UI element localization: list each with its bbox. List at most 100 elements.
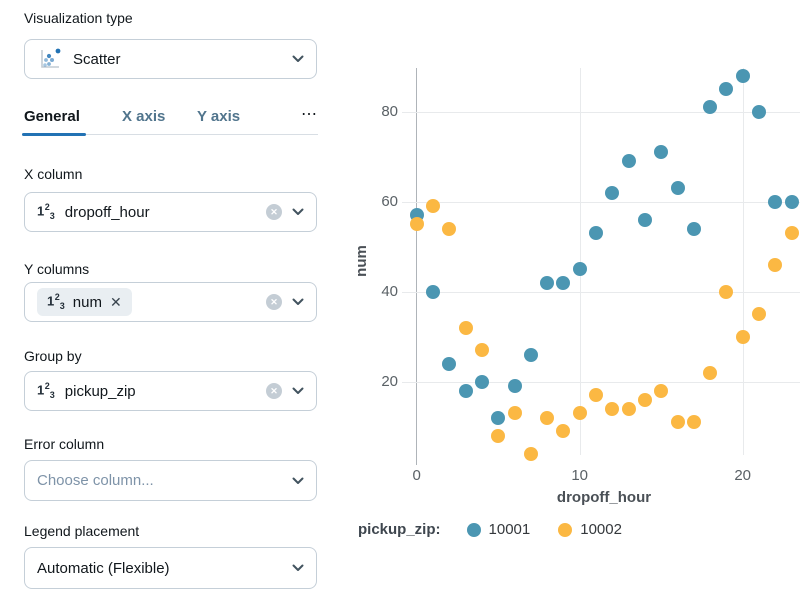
legend-marker-dot [558,522,573,537]
data-point [523,347,538,362]
data-point [703,100,718,115]
x-axis-title: dropoff_hour [556,489,652,506]
gridline-y [402,381,800,383]
data-point [442,221,457,236]
data-point [670,181,685,196]
tab-overflow-fade [256,103,290,131]
chevron-down-icon [292,208,304,216]
data-point [735,329,750,344]
x-column-value: dropoff_hour [64,203,150,221]
error-column-select[interactable]: Choose column... [24,460,317,501]
data-point [735,68,750,83]
data-point [540,275,555,290]
group-by-label: Group by [24,348,82,364]
data-point [572,262,587,277]
gridline-y [402,111,800,113]
data-point [686,221,701,236]
error-column-label: Error column [24,436,105,452]
y-columns-select[interactable]: 123 num ✕ ✕ [24,282,317,322]
gridline-x [579,68,581,455]
data-point [768,194,783,209]
data-point [703,365,718,380]
y-axis-line [416,68,417,465]
error-column-placeholder: Choose column... [37,472,154,489]
group-by-value: pickup_zip [64,382,136,400]
chevron-down-icon [292,477,304,485]
legend-entry-label: 10002 [580,521,622,538]
data-point [458,320,473,335]
data-point [474,374,489,389]
data-point [426,284,440,299]
data-point [442,356,457,371]
x-column-select[interactable]: 123 dropoff_hour ✕ [24,192,317,232]
legend-placement-value: Automatic (Flexible) [37,559,170,577]
tab-general[interactable]: General [24,108,80,125]
legend-title: pickup_zip: [358,521,441,538]
data-point [556,275,571,290]
chevron-down-icon [292,298,304,306]
clear-icon[interactable]: ✕ [266,294,282,310]
tab-y-axis[interactable]: Y axis [197,108,241,125]
gridline-y [402,291,800,293]
clear-icon[interactable]: ✕ [266,204,282,220]
legend-entry[interactable]: 10001 [466,521,531,538]
data-point [670,415,685,430]
data-point [589,226,603,241]
x-tick-label: 0 [412,467,421,484]
data-point [540,410,555,425]
active-tab-underline [22,133,86,136]
data-point [719,82,734,97]
viz-type-label: Visualization type [24,10,133,26]
numeric-column-icon: 123 [37,202,55,221]
viz-type-value: Scatter [73,50,121,68]
chevron-down-icon [292,564,304,572]
data-point [507,406,522,421]
x-tick-label: 20 [734,467,752,484]
data-point [621,154,636,169]
scatter-icon [37,46,63,72]
data-point [409,217,424,232]
data-point [474,343,489,358]
numeric-column-icon: 123 [37,381,55,400]
data-point [523,446,538,461]
data-point [507,379,522,394]
x-column-label: X column [24,166,83,182]
viz-type-select[interactable]: Scatter [24,39,317,79]
gridline-x [742,68,744,455]
data-point [556,424,571,439]
gridline-y [402,201,800,203]
y-column-pill-value: num [72,293,102,311]
y-tick-label: 80 [381,102,398,120]
data-point [784,194,799,209]
numeric-column-icon: 123 [47,292,65,311]
settings-tab-bar: General X axis Y axis ⋯ [22,103,318,136]
chevron-down-icon [292,55,304,63]
data-point [589,388,603,403]
data-point [605,185,620,200]
data-point [654,383,669,398]
data-point [719,284,734,299]
y-tick-label: 60 [381,192,398,210]
y-tick-label: 20 [381,372,398,390]
legend-entry-label: 10001 [488,521,531,538]
data-point [637,212,652,227]
y-axis-title: num [353,245,370,277]
legend-placement-label: Legend placement [24,523,140,539]
data-point [654,145,669,160]
clear-icon[interactable]: ✕ [266,383,282,399]
data-point [605,401,620,416]
more-tabs-icon[interactable]: ⋯ [301,106,318,123]
legend-placement-select[interactable]: Automatic (Flexible) [24,547,317,589]
data-point [426,199,440,214]
group-by-select[interactable]: 123 pickup_zip ✕ [24,371,317,411]
legend-entry[interactable]: 10002 [558,521,622,538]
remove-icon[interactable]: ✕ [109,294,122,310]
tab-x-axis[interactable]: X axis [122,108,166,125]
data-point [637,392,652,407]
y-columns-label: Y columns [24,261,90,277]
x-tick-label: 10 [571,467,589,484]
data-point [491,410,506,425]
data-point [784,226,799,241]
legend-marker-dot [466,522,481,537]
